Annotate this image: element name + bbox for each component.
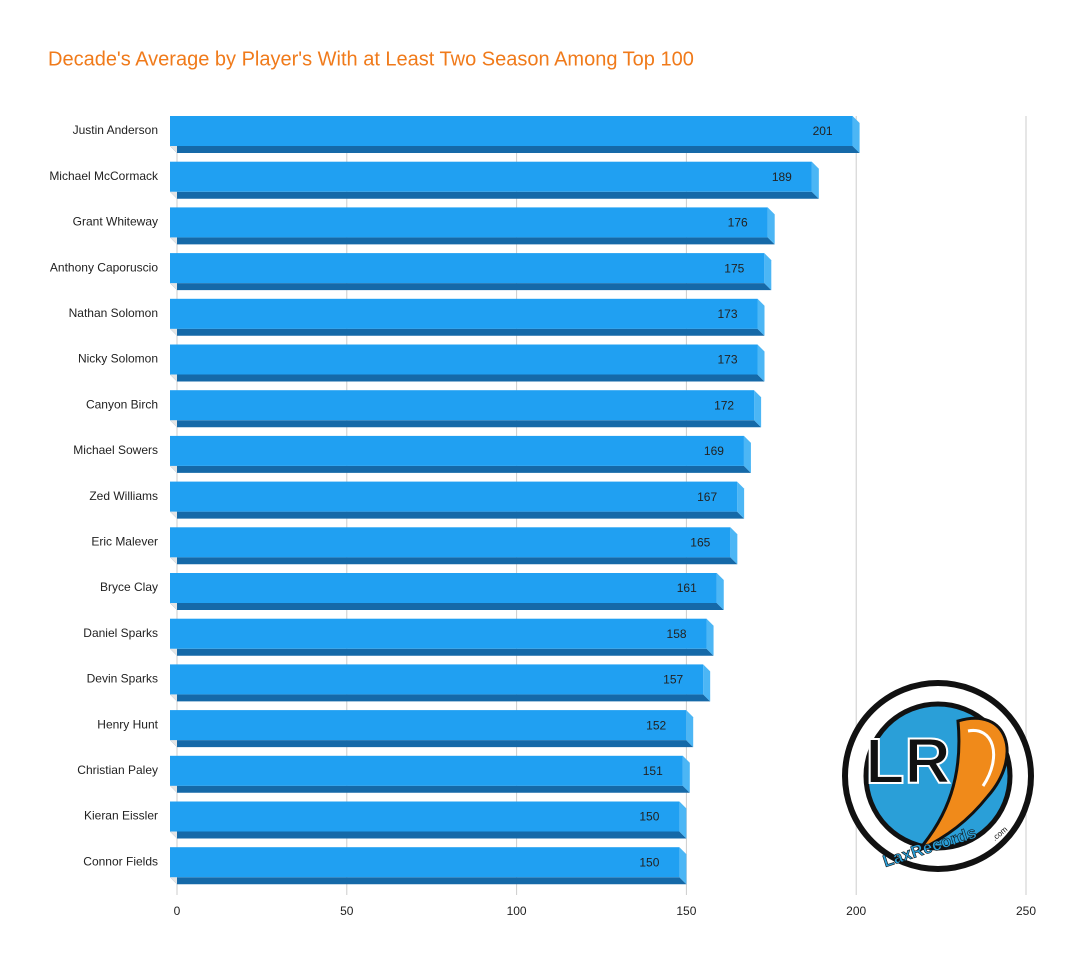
- bar: [170, 161, 812, 192]
- value-label: 152: [646, 718, 666, 732]
- bar: [170, 527, 731, 558]
- bar-side: [730, 527, 738, 565]
- bar: [170, 573, 717, 603]
- logo: LR LaxRecords .com: [842, 680, 1034, 872]
- bar: [170, 755, 683, 786]
- y-tick-label: Connor Fields: [83, 854, 158, 868]
- bar-side: [737, 481, 745, 519]
- x-tick-label: 100: [507, 904, 527, 918]
- bar-bottom: [170, 694, 711, 702]
- value-label: 150: [639, 855, 659, 869]
- bar-bottom: [170, 237, 775, 245]
- y-tick-label: Nathan Solomon: [69, 306, 158, 320]
- value-label: 189: [772, 170, 792, 184]
- bar-bottom: [170, 877, 687, 885]
- bar-side: [811, 161, 819, 199]
- bar: [170, 664, 704, 695]
- bar-bottom: [170, 465, 751, 473]
- y-tick-label: Kieran Eissler: [84, 809, 158, 823]
- bar-side: [703, 664, 711, 702]
- value-label: 169: [704, 444, 724, 458]
- y-tick-label: Canyon Birch: [86, 397, 158, 411]
- x-tick-label: 0: [174, 904, 181, 918]
- y-tick-label: Eric Malever: [91, 534, 158, 548]
- value-label: 175: [724, 261, 744, 275]
- bar-side: [757, 298, 765, 336]
- bar-side: [764, 253, 772, 291]
- y-tick-label: Henry Hunt: [97, 717, 158, 731]
- bar-bottom: [170, 374, 765, 382]
- bar-side: [716, 573, 724, 610]
- logo-stick: [916, 716, 1009, 853]
- bar-bottom: [170, 557, 738, 565]
- bar: [170, 435, 744, 466]
- x-tick-label: 200: [846, 904, 866, 918]
- bar-side: [679, 847, 687, 885]
- value-label: 201: [813, 124, 833, 138]
- value-label: 167: [697, 490, 717, 504]
- bar: [170, 344, 758, 375]
- bar: [170, 618, 707, 649]
- value-label: 151: [643, 764, 663, 778]
- bar-bottom: [170, 740, 694, 748]
- y-tick-label: Christian Paley: [77, 763, 158, 777]
- y-tick-label: Justin Anderson: [73, 123, 158, 137]
- bar: [170, 481, 738, 512]
- bar-side: [767, 207, 775, 245]
- value-label: 158: [667, 627, 687, 641]
- bar-bottom: [170, 831, 687, 839]
- bar-bottom: [170, 146, 860, 153]
- bar-side: [679, 801, 687, 839]
- y-tick-label: Michael McCormack: [49, 169, 159, 183]
- bar: [170, 207, 768, 238]
- bar-side: [743, 435, 751, 473]
- bar-side: [706, 618, 714, 656]
- bar-side: [682, 755, 690, 793]
- value-label: 150: [639, 810, 659, 824]
- bar-side: [686, 710, 694, 748]
- x-tick-label: 250: [1016, 904, 1036, 918]
- bar-bottom: [170, 283, 772, 291]
- x-tick-label: 150: [676, 904, 696, 918]
- value-label: 161: [677, 581, 697, 595]
- bar: [170, 298, 758, 329]
- plot-area: 0 50 100 150 200 250 Justin Anderson 201 Michael…: [49, 116, 1036, 918]
- x-tick-label: 50: [340, 904, 354, 918]
- y-tick-label: Daniel Sparks: [83, 626, 158, 640]
- y-tick-label: Devin Sparks: [87, 672, 158, 686]
- bar-side: [757, 344, 765, 382]
- bar-bottom: [170, 191, 819, 199]
- bar: [170, 390, 755, 421]
- bar-bottom: [170, 648, 714, 656]
- y-tick-label: Michael Sowers: [73, 443, 158, 457]
- bar-bottom: [170, 420, 762, 428]
- bar-bottom: [170, 785, 690, 793]
- bar-bottom: [170, 328, 765, 336]
- y-tick-label: Bryce Clay: [100, 580, 158, 594]
- bar-bottom: [170, 511, 745, 519]
- value-label: 176: [728, 216, 748, 230]
- bar-side: [754, 390, 762, 428]
- value-label: 173: [717, 353, 737, 367]
- y-tick-label: Nicky Solomon: [78, 352, 158, 366]
- logo-net: [967, 729, 996, 787]
- bar-bottom: [170, 603, 724, 610]
- bar: [170, 710, 687, 741]
- bar-side: [852, 116, 860, 153]
- y-tick-label: Anthony Caporuscio: [50, 260, 158, 274]
- value-label: 165: [690, 535, 710, 549]
- value-label: 172: [714, 398, 734, 412]
- bar: [170, 253, 765, 284]
- bar: [170, 801, 680, 832]
- value-label: 173: [717, 307, 737, 321]
- y-tick-label: Grant Whiteway: [73, 215, 158, 229]
- chart-title: Decade's Average by Player's With at Lea…: [48, 48, 694, 70]
- bar: [170, 847, 680, 878]
- logo-monogram: LR: [865, 725, 950, 797]
- bar: [170, 116, 853, 146]
- y-tick-label: Zed Williams: [89, 489, 158, 503]
- value-label: 157: [663, 673, 683, 687]
